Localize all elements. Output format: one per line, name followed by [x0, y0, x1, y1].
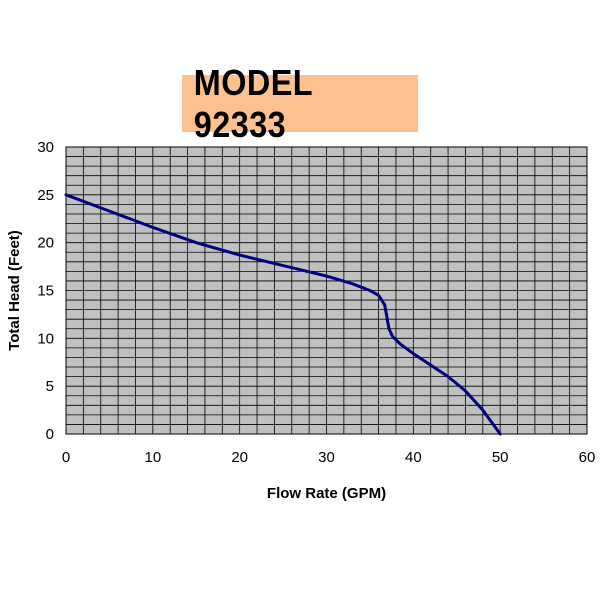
series-line-head-vs-flow [64, 193, 502, 436]
y-axis-ticks: 0 5 10 15 20 25 30 [37, 139, 54, 443]
y-tick-label: 30 [37, 139, 54, 156]
x-tick-label: 20 [231, 449, 248, 466]
plot-border [65, 146, 588, 435]
y-tick-label: 5 [46, 378, 54, 395]
chart-title: MODEL 92333 [193, 61, 313, 145]
x-axis-label: Flow Rate (GPM) [267, 485, 386, 502]
x-tick-label: 60 [579, 449, 596, 466]
y-tick-label: 20 [37, 235, 54, 252]
y-tick-label: 10 [37, 330, 54, 347]
x-axis-ticks: 0 10 20 30 40 50 60 [62, 449, 596, 466]
x-tick-label: 10 [144, 449, 161, 466]
x-tick-label: 40 [405, 449, 422, 466]
x-tick-label: 50 [492, 449, 509, 466]
y-tick-label: 0 [46, 426, 54, 443]
y-axis-label: Total Head (Feet) [6, 230, 23, 351]
x-tick-label: 0 [62, 449, 70, 466]
y-tick-label: 15 [37, 283, 54, 300]
chart-title-box: MODEL 92333 [182, 62, 418, 145]
x-tick-label: 30 [318, 449, 335, 466]
y-tick-label: 25 [37, 187, 54, 204]
